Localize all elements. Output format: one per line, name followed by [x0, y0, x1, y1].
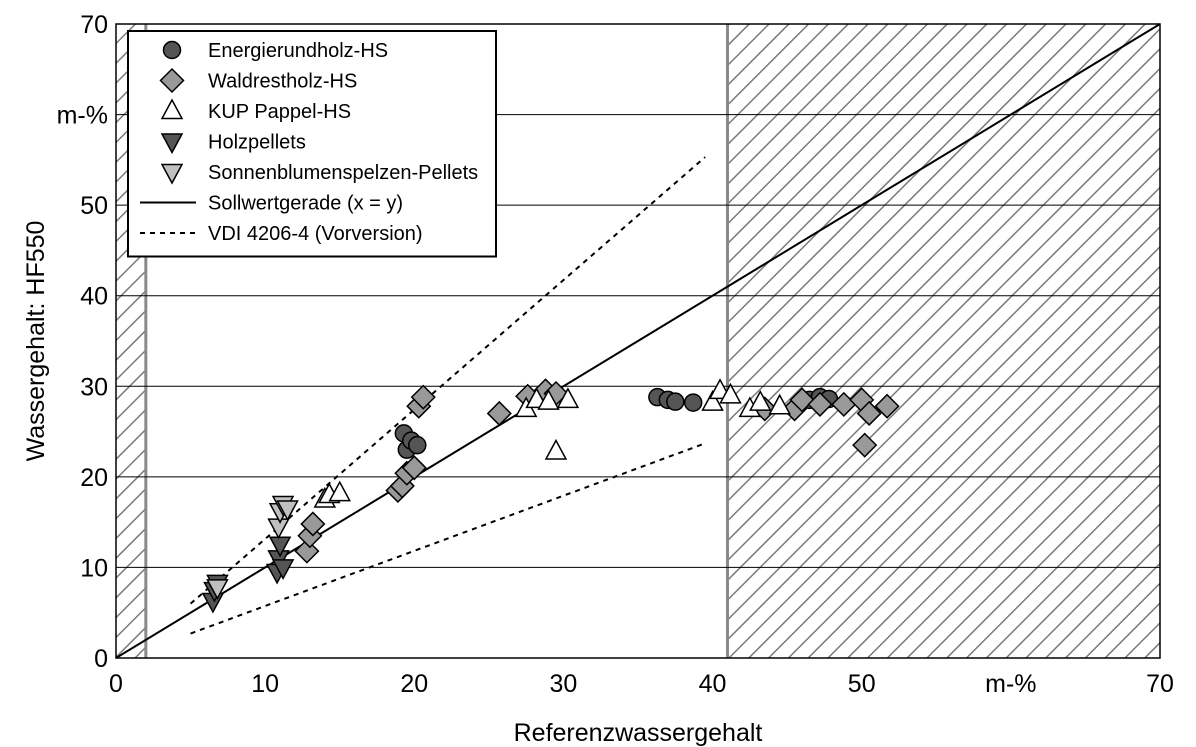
point-series3-6 — [271, 559, 295, 581]
point-series2-6 — [544, 438, 568, 460]
point-series4-1 — [267, 518, 290, 540]
y-tick-label-5: 50 — [80, 192, 108, 220]
x-axis-title: Referenzwassergehalt — [514, 719, 763, 747]
legend-label-5: Sollwertgerade (x = y) — [208, 193, 403, 215]
y-tick-label-4: 40 — [80, 283, 108, 311]
x-tick-label-4: 40 — [699, 670, 727, 698]
legend-symbol-2 — [160, 98, 184, 120]
data-points — [201, 378, 900, 614]
x-tick-label-5: 50 — [848, 670, 876, 698]
point-series2-10 — [719, 382, 742, 404]
legend-label-6: VDI 4206-4 (Vorversion) — [208, 223, 423, 245]
x-tick-label-6: m-% — [985, 670, 1036, 698]
x-tick-label-0: 0 — [109, 670, 123, 698]
legend-box — [127, 30, 497, 258]
point-series2-13 — [768, 393, 791, 415]
point-series1-2 — [300, 511, 326, 537]
legend-label-2: KUP Pappel-HS — [208, 101, 351, 123]
point-series2-2 — [328, 480, 351, 502]
legend-label-1: Waldrestholz-HS — [208, 71, 357, 93]
tick-labels: 0 10 20 30 40 50 m-% 70 0 10 20 30 40 50 m-% 70 — [57, 11, 1174, 698]
legend-symbol-3 — [160, 133, 184, 155]
point-series0-3 — [408, 435, 427, 455]
legend-symbol-1 — [159, 67, 185, 94]
y-tick-label-2: 20 — [80, 464, 108, 492]
y-tick-label-3: 30 — [80, 373, 108, 401]
point-series1-20 — [874, 393, 900, 419]
x-tick-label-3: 30 — [550, 670, 578, 698]
hatched-regions — [116, 24, 1160, 658]
point-series2-12 — [749, 390, 772, 411]
point-series4-0 — [206, 579, 229, 600]
y-tick-label-7: 70 — [80, 11, 108, 39]
y-axis-title: Wassergehalt: HF550 — [22, 221, 50, 462]
point-series2-7 — [556, 387, 580, 409]
legend-symbol-4 — [160, 163, 184, 185]
point-series1-8 — [410, 384, 436, 410]
point-series1-6 — [401, 455, 427, 481]
point-series1-19 — [856, 400, 882, 427]
point-series0-6 — [666, 392, 685, 411]
x-tick-label-1: 10 — [251, 670, 279, 698]
point-series3-5 — [268, 536, 292, 558]
x-tick-label-2: 20 — [400, 670, 428, 698]
point-series2-8 — [701, 390, 724, 411]
point-series2-5 — [537, 389, 560, 410]
legend: Energierundholz-HS Waldrestholz-HS KUP Pap… — [127, 30, 497, 258]
legend-label-4: Sonnenblumenspelzen-Pellets — [208, 162, 478, 184]
y-tick-label-6: m-% — [57, 102, 108, 130]
y-tick-label-0: 0 — [94, 645, 108, 673]
reference-line-0 — [115, 23, 1161, 659]
plot-frame — [115, 23, 1161, 659]
point-series1-16 — [807, 391, 833, 417]
point-series4-4 — [276, 500, 299, 522]
hatched-region-1 — [727, 24, 1160, 658]
point-series1-21 — [852, 432, 878, 458]
point-series1-15 — [789, 387, 815, 413]
legend-label-3: Holzpellets — [208, 132, 306, 154]
legend-label-0: Energierundholz-HS — [208, 40, 388, 62]
point-series0-7 — [683, 393, 703, 412]
point-series1-9 — [486, 400, 512, 427]
reference-line-2 — [190, 442, 706, 635]
legend-symbol-0 — [162, 40, 182, 60]
x-tick-label-7: 70 — [1146, 670, 1174, 698]
y-tick-label-1: 10 — [80, 554, 108, 582]
